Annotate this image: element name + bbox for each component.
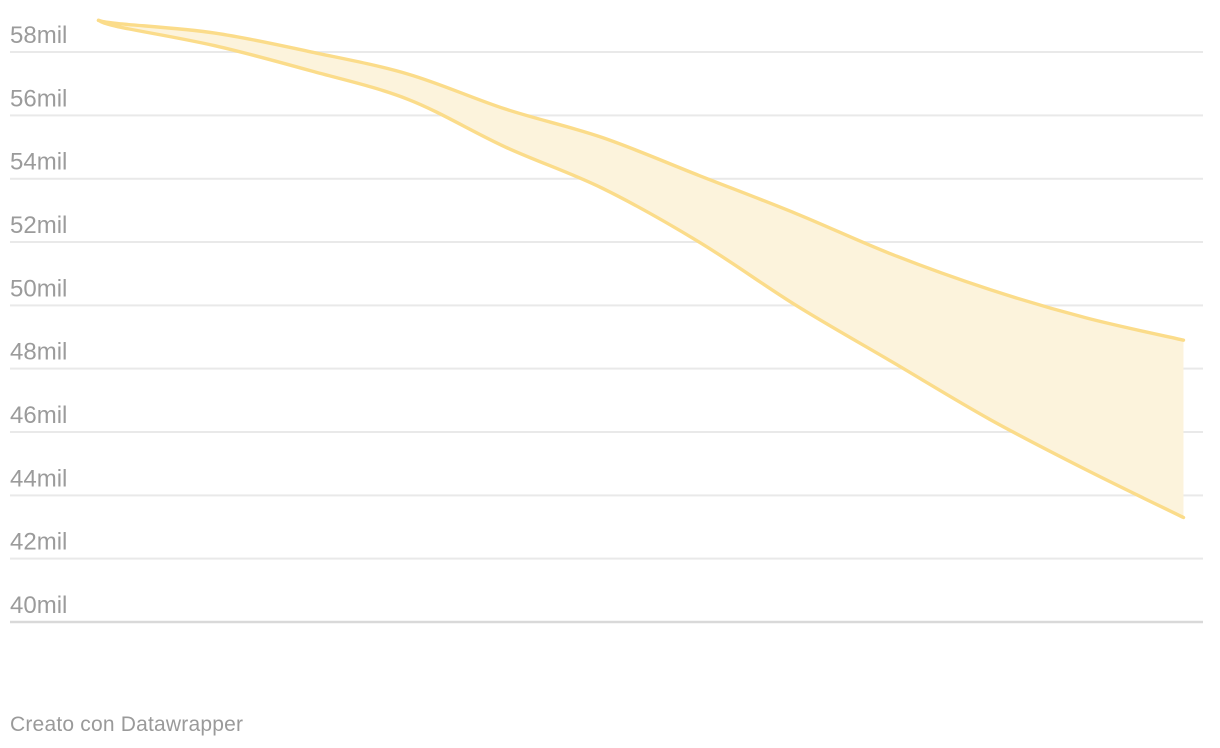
line-chart-canvas: 58mil 56mil 54mil 52mil 50mil 48mil 46mil 44mil… [10,18,1203,624]
datawrapper-credit-link[interactable]: Creato con Datawrapper [10,713,244,736]
y-tick-label: 52mil [10,212,67,239]
band-lower-line [96,18,1186,520]
y-tick-label: 58mil [10,22,67,49]
confidence-band [98,20,1184,518]
y-tick-label: 40mil [10,592,67,619]
band-upper-line [96,18,1186,342]
y-tick-label: 56mil [10,85,67,112]
y-tick-label: 46mil [10,402,67,429]
y-axis-labels: 58mil 56mil 54mil 52mil 50mil 48mil 46mil 44mil… [10,22,67,619]
y-tick-label: 42mil [10,529,67,556]
y-tick-label: 54mil [10,149,67,176]
y-tick-label: 44mil [10,465,67,492]
y-tick-label: 50mil [10,275,67,302]
y-tick-label: 48mil [10,339,67,366]
gridlines [10,51,1203,624]
